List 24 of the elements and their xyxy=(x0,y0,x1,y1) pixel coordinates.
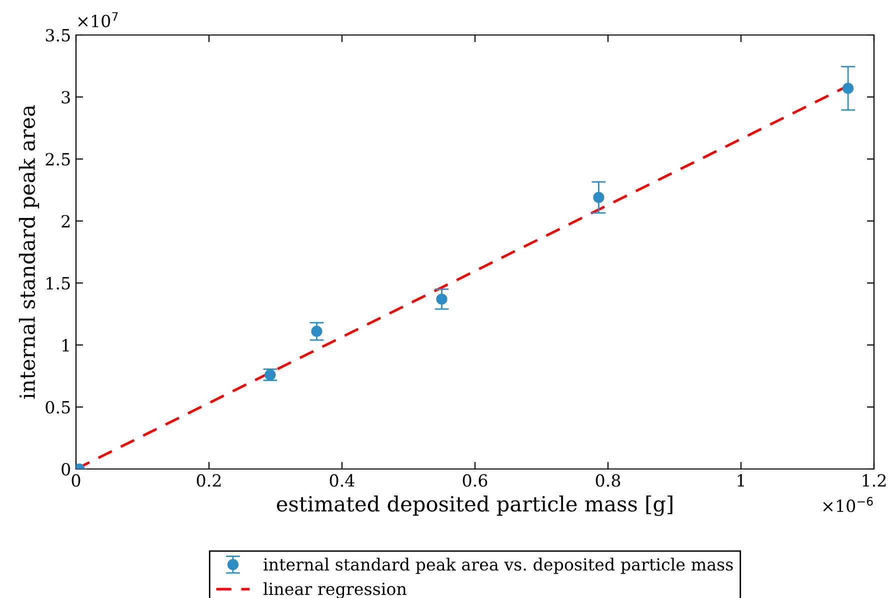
y-tick-label: 1 xyxy=(62,338,69,352)
x-tick-label: 1 xyxy=(738,474,744,487)
y-tick-label: 2.5 xyxy=(46,152,70,166)
y-tick-label: 3.5 xyxy=(46,28,70,42)
x-tick-label: 0.8 xyxy=(596,474,620,487)
y-tick-label: 0 xyxy=(62,462,70,476)
y-axis-title: internal standard peak area xyxy=(18,105,40,399)
x-tick-label: 0 xyxy=(72,474,80,487)
x-axis-title: estimated deposited particle mass [g] xyxy=(276,496,672,516)
legend-label: internal standard peak area vs. deposited particle mass xyxy=(264,558,733,574)
x-tick-label: 0.4 xyxy=(330,474,354,487)
text: ×10$^{−6}$ xyxy=(823,496,873,512)
y-tick-label: 3 xyxy=(62,90,70,104)
point xyxy=(842,82,854,94)
x-tick-label: 0.2 xyxy=(196,474,221,487)
x-tick-label: 1.2 xyxy=(862,474,886,487)
y-tick-label: 2 xyxy=(62,214,70,228)
x-tick-label: 0.6 xyxy=(462,474,488,487)
point xyxy=(593,192,604,203)
y-tick-label: 1.5 xyxy=(46,276,70,290)
point xyxy=(311,326,322,337)
text: ×10$^{7}$ xyxy=(78,12,118,28)
point xyxy=(436,294,448,305)
y-tick-label: 0.5 xyxy=(46,400,70,414)
